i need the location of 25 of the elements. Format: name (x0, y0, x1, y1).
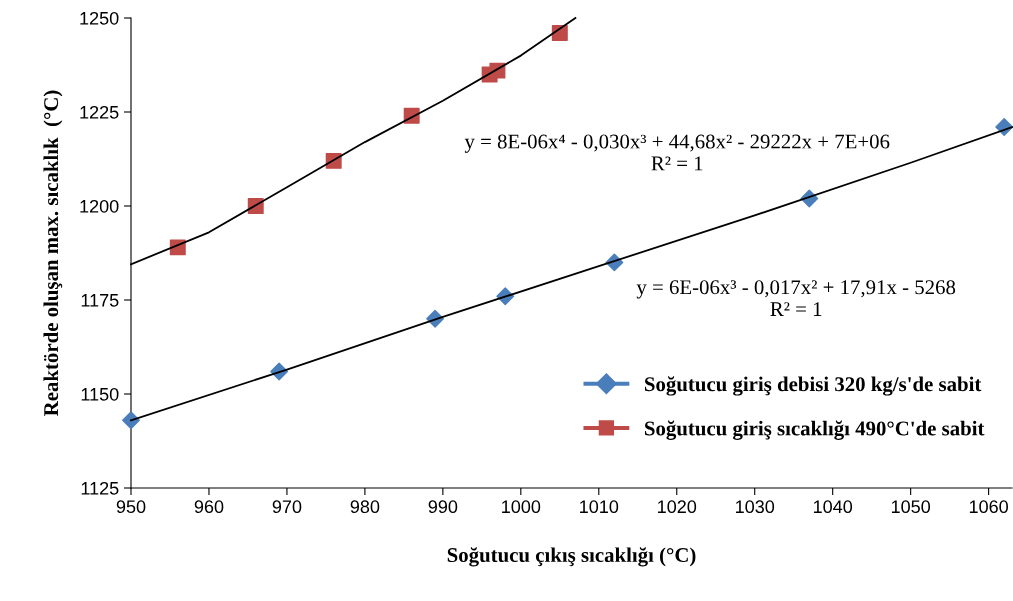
y-tick-label: 1225 (80, 105, 119, 119)
x-tick-label: 1060 (969, 500, 1008, 514)
x-tick-label: 970 (272, 500, 302, 514)
x-tick-label: 1050 (891, 500, 931, 514)
x-tick-label: 990 (428, 500, 458, 514)
x-tick-label: 1040 (813, 500, 853, 514)
x-tick-label: 1030 (736, 500, 775, 514)
point (122, 411, 140, 430)
y-tick-label: 1150 (81, 387, 119, 401)
x-axis-title: Soğutucu çıkış sıcaklığı (°C) (447, 547, 696, 567)
y-tick-label: 1175 (81, 294, 119, 307)
y-axis-title: Reaktörde oluşan max. sıcaklık (°C) (43, 90, 63, 416)
annotation: y = 8E-06x⁴ - 0,030x³ + 44,68x² - 29222x + 7E+06 R² = 1 (464, 134, 890, 171)
y-tick-label: 1125 (81, 481, 119, 495)
x-tick-label: 950 (116, 500, 146, 514)
x-tick-label: 1020 (658, 500, 697, 514)
y-tick-label: 1200 (80, 199, 119, 213)
x-tick-label: 980 (350, 500, 380, 514)
x-tick-label: 960 (194, 500, 224, 514)
annotation: y = 6E-06x³ - 0,017x² + 17,91x - 5268 R² = 1 (636, 280, 956, 316)
legend-label: Soğutucu giriş sıcaklığı 490°C'de sabit (645, 420, 985, 440)
x-tick-label: 1000 (502, 500, 541, 514)
y-tick-label: 1250 (80, 11, 119, 25)
legend-label: Soğutucu giriş debisi 320 kg/s'de sabit (645, 376, 982, 396)
x-tick-label: 1010 (580, 500, 619, 514)
